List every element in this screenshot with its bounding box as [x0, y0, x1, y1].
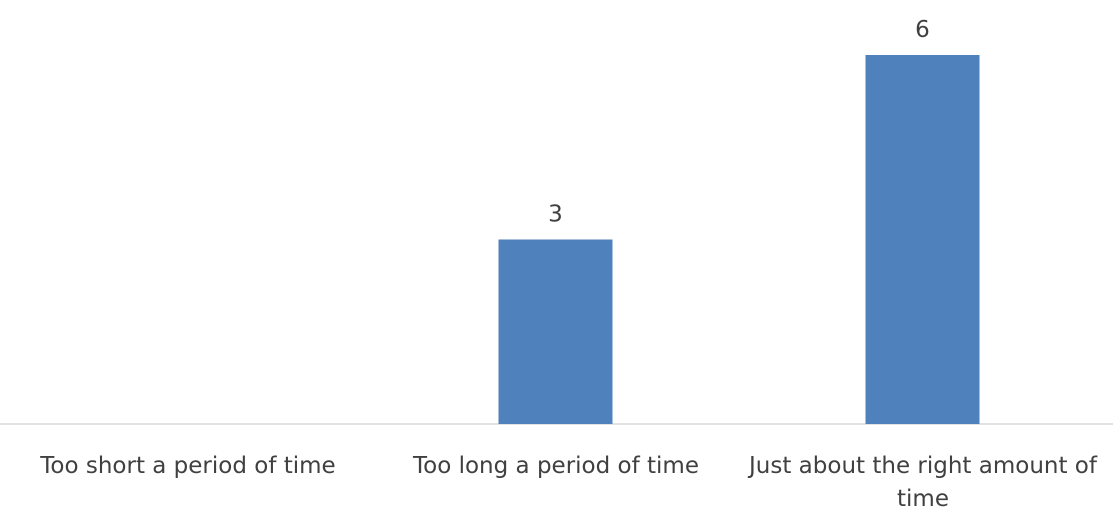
x-tick-label-just-right: Just about the right amount of time — [749, 453, 1097, 512]
data-label-3: 6 — [915, 17, 930, 43]
x-tick-label-too-long: Too long a period of time — [413, 453, 699, 479]
bar-2 — [498, 239, 613, 424]
data-label-2: 3 — [548, 202, 563, 228]
bar-3 — [865, 55, 980, 424]
x-tick-label-too-short: Too short a period of time — [40, 453, 336, 479]
